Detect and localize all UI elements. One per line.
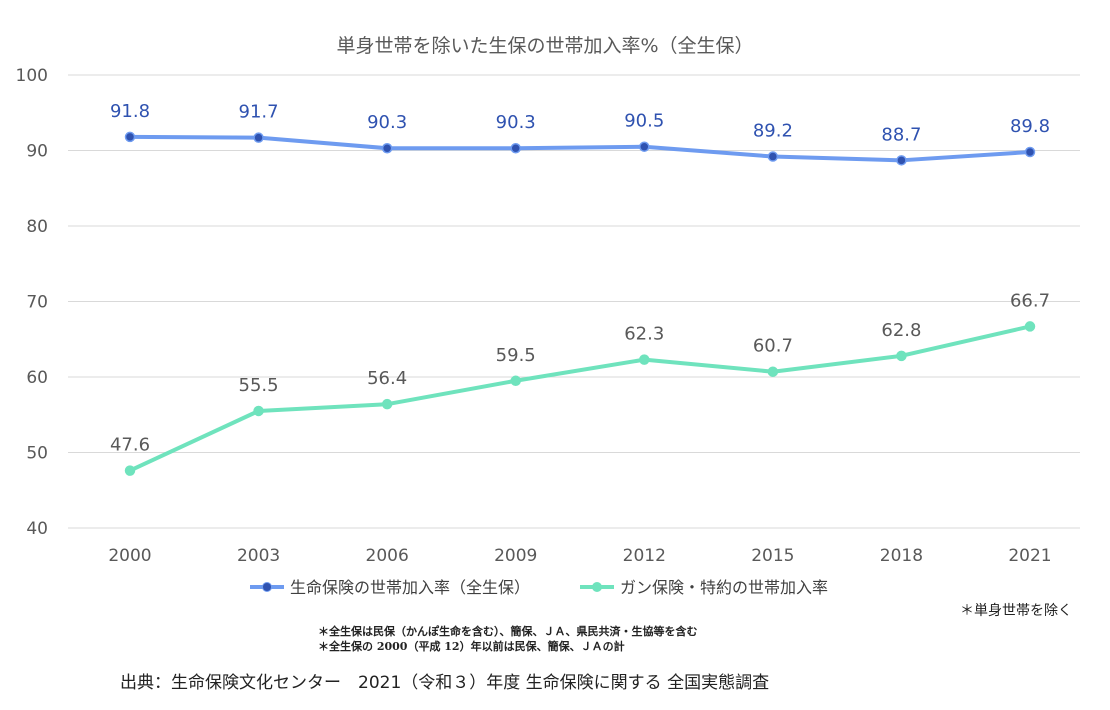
- y-tick-label: 90: [26, 142, 48, 162]
- series-2-line: [128, 324, 1032, 473]
- y-tick-label: 80: [26, 217, 48, 237]
- series-1-point: [767, 151, 779, 162]
- y-tick-label: 60: [26, 368, 48, 388]
- legend-swatch-marker-2: [592, 582, 602, 592]
- x-tick-label: 2012: [623, 546, 666, 566]
- series-2-data-label: 47.6: [110, 435, 150, 456]
- series-1-point: [896, 155, 907, 166]
- source-citation: 出典：生命保険文化センター 2021（令和３）年度 生命保険に関する 全国実態調…: [120, 673, 770, 693]
- footnote-2: ＊全生保の 2000（平成 12）年以前は民保、簡保、ＪＡの計: [318, 640, 625, 653]
- x-tick-label: 2006: [366, 546, 409, 566]
- x-tick-label: 2000: [108, 546, 151, 566]
- footnotes: ＊全生保は民保（かんぽ生命を含む）、簡保、ＪＡ、県民共済・生協等を含む ＊全生保…: [318, 624, 698, 654]
- series-2-data-label: 59.5: [496, 345, 536, 366]
- x-tick-label: 2018: [880, 546, 923, 566]
- x-tick-label: 2003: [237, 546, 280, 566]
- series-2: 47.6 55.5 56.4 59.5 62.3 60.7 62.8 66.7: [110, 290, 1050, 476]
- series-1-data-label: 90.3: [496, 112, 536, 133]
- series-2-data-label: 60.7: [753, 336, 793, 357]
- series-1-point: [1024, 146, 1036, 158]
- series-1-data-label: 91.7: [239, 102, 279, 123]
- series-2-data-label: 56.4: [367, 368, 407, 389]
- series-2-point: [767, 366, 779, 377]
- series-2-point: [510, 375, 521, 387]
- series-1-data-label: 91.8: [110, 101, 150, 122]
- series-1-point: [639, 141, 650, 152]
- y-tick-label: 100: [16, 66, 48, 86]
- series-2-point: [381, 398, 393, 410]
- x-tick-label: 2015: [751, 546, 794, 566]
- chart-title: 単身世帯を除いた生保の世帯加入率%（全生保）: [336, 35, 753, 57]
- series-2-point: [639, 354, 650, 365]
- series-2-point: [1024, 321, 1036, 332]
- series-1-point: [253, 132, 264, 143]
- x-axis-ticks: 2000 2003 2006 2009 2012 2015 2018 2021: [108, 546, 1051, 566]
- series-1-data-label: 88.7: [881, 124, 921, 145]
- series-2-point: [253, 405, 264, 417]
- series-2-data-label: 66.7: [1010, 290, 1050, 311]
- series-2-data-label: 55.5: [239, 375, 279, 396]
- y-tick-label: 40: [26, 519, 48, 539]
- y-tick-label: 70: [26, 293, 48, 313]
- series-2-data-label: 62.8: [881, 320, 921, 341]
- note-single-households: ＊単身世帯を除く: [960, 603, 1072, 619]
- line-chart: 単身世帯を除いた生保の世帯加入率%（全生保） 40 50 60 70 80 90 100 2…: [16, 35, 1080, 597]
- series-1-data-label: 89.8: [1010, 116, 1050, 137]
- footnote-1: ＊全生保は民保（かんぽ生命を含む）、簡保、ＪＡ、県民共済・生協等を含む: [318, 625, 698, 638]
- gridlines: [68, 74, 1080, 529]
- y-axis-ticks: 40 50 60 70 80 90 100: [16, 66, 48, 539]
- series-1-line: [128, 134, 1032, 163]
- y-tick-label: 50: [26, 444, 48, 464]
- x-tick-label: 2021: [1008, 546, 1051, 566]
- series-1-data-label: 89.2: [753, 121, 793, 142]
- series-1-point: [124, 131, 136, 143]
- legend: 生命保険の世帯加入率（全生保） ガン保険・特約の世帯加入率: [250, 578, 828, 597]
- series-group: 91.8 91.7 90.3 90.3 90.5 89.2 88.7 89.8 47.6 55.5…: [110, 101, 1050, 476]
- legend-swatch-marker-1: [262, 582, 272, 592]
- legend-label-2: ガン保険・特約の世帯加入率: [620, 578, 828, 597]
- series-1-data-label: 90.5: [624, 111, 664, 132]
- series-2-point: [896, 350, 907, 362]
- series-1-data-label: 90.3: [367, 112, 407, 133]
- x-tick-label: 2009: [494, 546, 537, 566]
- series-1-point: [381, 142, 393, 154]
- series-2-point: [124, 465, 136, 476]
- series-1: 91.8 91.7 90.3 90.3 90.5 89.2 88.7 89.8: [110, 101, 1050, 166]
- legend-label-1: 生命保険の世帯加入率（全生保）: [290, 578, 530, 597]
- series-2-data-label: 62.3: [624, 324, 664, 345]
- series-1-point: [510, 142, 521, 154]
